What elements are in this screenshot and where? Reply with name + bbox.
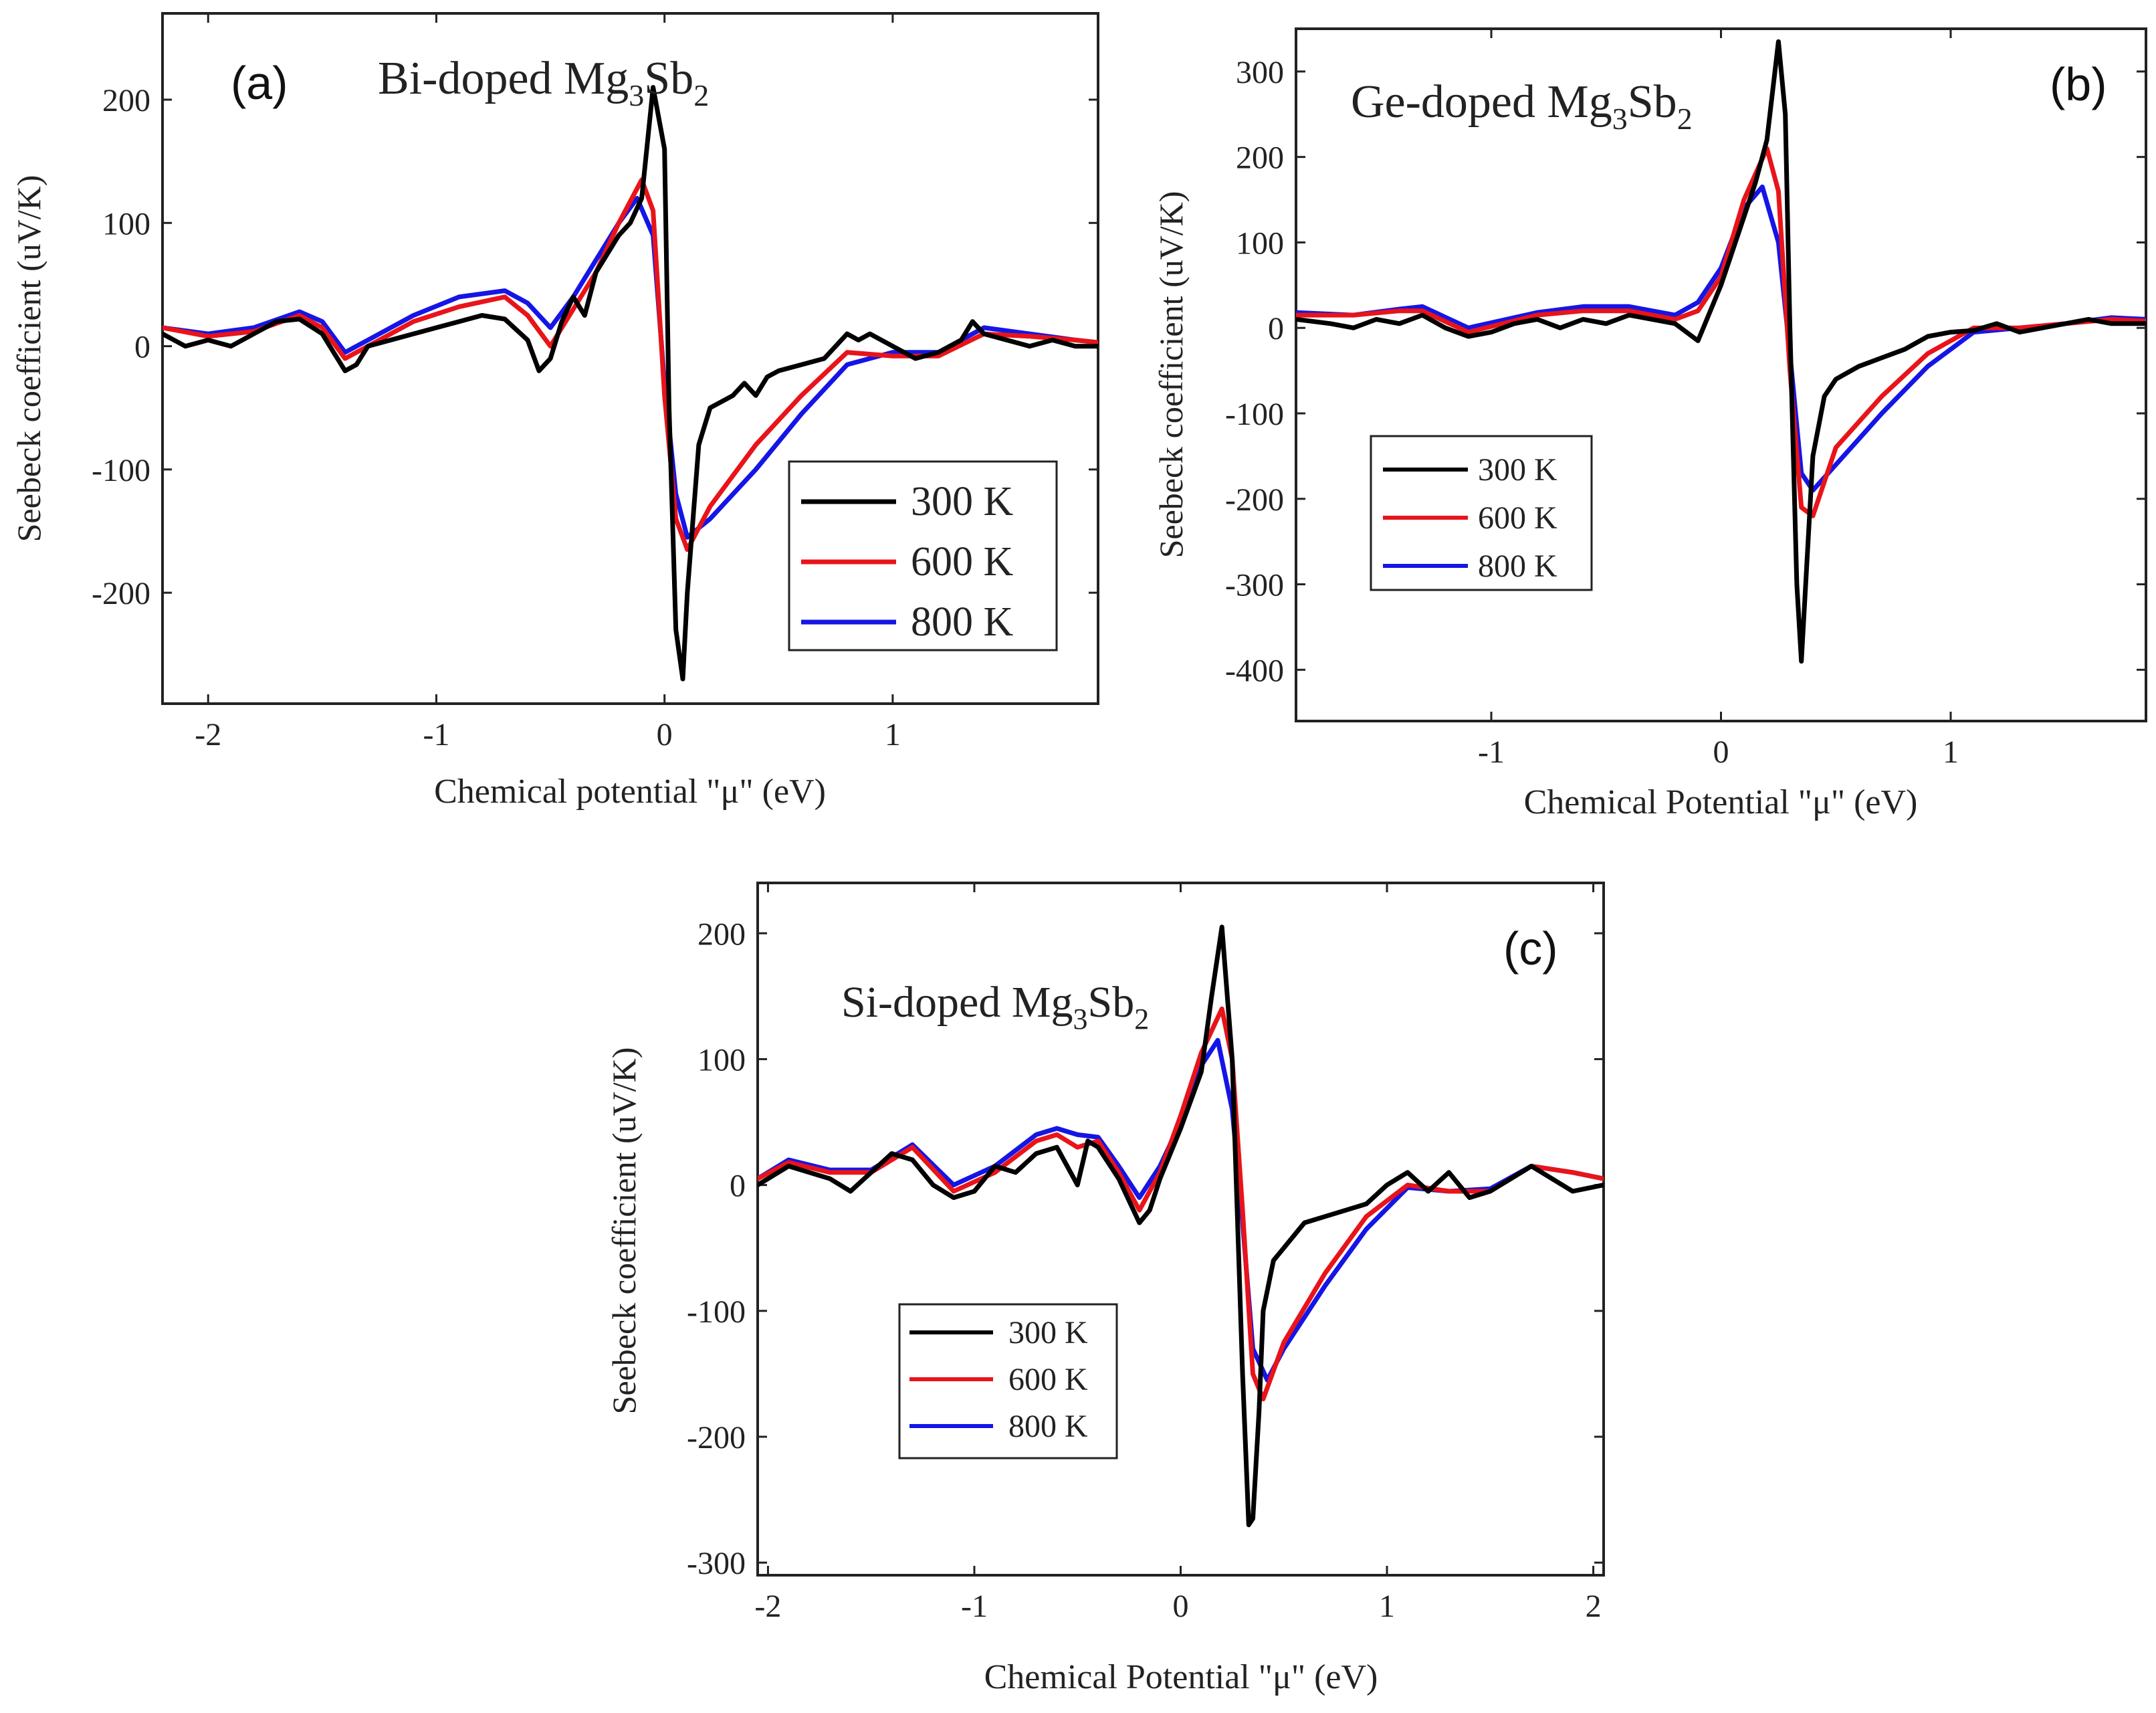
panel-b-title-prefix: Ge-doped Mg — [1351, 76, 1612, 128]
panel-c-x-tick-label: 1 — [1379, 1589, 1395, 1624]
panel-b-y-ticks: -400 -300 -200 -100 0 100 200 300 — [1225, 55, 2146, 688]
panel-c-title-prefix: Si-doped Mg — [841, 978, 1073, 1027]
panel-a-title-mid: Sb — [644, 53, 693, 104]
panel-c-y-tick-label: 0 — [730, 1169, 746, 1204]
panel-c-title-sub1: 3 — [1073, 1003, 1088, 1035]
panel-a-title: Bi-doped Mg3Sb2 — [378, 53, 709, 112]
panel-c-y-ticks: -300 -200 -100 0 100 200 — [687, 916, 1604, 1581]
panel-c-series-800k — [758, 1037, 1604, 1383]
panel-c-legend-label-800: 800 K — [1008, 1409, 1088, 1444]
panel-c-y-tick-label: -100 — [687, 1294, 746, 1330]
panel-b-x-tick-label: 0 — [1713, 734, 1729, 770]
panel-a-y-tick-label: -200 — [92, 576, 150, 611]
panel-c-label: (c) — [1503, 922, 1558, 975]
panel-b-y-tick-label: 200 — [1236, 140, 1284, 176]
panel-b-title: Ge-doped Mg3Sb2 — [1351, 76, 1693, 136]
panel-b-legend-label-600: 600 K — [1478, 500, 1557, 536]
panel-b-y-tick-label: 300 — [1236, 55, 1284, 90]
panel-b-legend-label-300: 300 K — [1478, 452, 1557, 488]
panel-a-legend: 300 K 600 K 800 K — [788, 460, 1058, 651]
panel-a-chart: -200 -100 0 100 200 -2 -1 0 1 Chemical potentia… — [10, 12, 1099, 811]
panel-a-legend-label-300: 300 K — [911, 479, 1014, 524]
panel-b-y-tick-label: -100 — [1225, 397, 1284, 432]
panel-a-legend-box — [788, 460, 1058, 651]
panel-c-legend-label-600: 600 K — [1008, 1362, 1088, 1397]
panel-c-legend-label-300: 300 K — [1008, 1315, 1088, 1350]
panel-b-x-axis-label: Chemical Potential "μ" (eV) — [1524, 783, 1918, 821]
panel-c-x-tick-label: 0 — [1173, 1589, 1189, 1624]
panel-c-legend: 300 K 600 K 800 K — [898, 1303, 1118, 1459]
panel-b-y-tick-label: 100 — [1236, 225, 1284, 261]
panel-b-y-tick-label: -200 — [1225, 482, 1284, 518]
panel-c-x-tick-label: -2 — [754, 1589, 781, 1624]
panel-c-series-300k — [758, 924, 1604, 1528]
panel-a-y-tick-label: 0 — [134, 330, 150, 365]
panel-c-title-mid: Sb — [1088, 978, 1135, 1027]
panel-b-x-tick-label: 1 — [1943, 734, 1959, 770]
panel-b-x-tick-label: -1 — [1478, 734, 1505, 770]
panel-a-x-tick-label: 0 — [657, 717, 673, 752]
panel-a-frame — [161, 12, 1099, 705]
panel-b-legend: 300 K 600 K 800 K — [1370, 435, 1593, 591]
panel-c-series — [758, 924, 1604, 1528]
panel-a-series — [163, 85, 1098, 682]
panel-c-x-axis-label: Chemical Potential "μ" (eV) — [984, 1658, 1378, 1696]
panel-a-y-tick-label: -100 — [92, 453, 150, 488]
panel-c-x-tick-label: 2 — [1586, 1589, 1602, 1624]
panel-b-legend-label-800: 800 K — [1478, 548, 1557, 584]
panel-c-y-tick-label: -200 — [687, 1420, 746, 1455]
panel-b-label: (b) — [2050, 58, 2107, 110]
panel-b-y-tick-label: 0 — [1268, 311, 1284, 346]
panel-c-y-axis-label: Seebeck coefficient (uV/K) — [605, 1047, 643, 1415]
panel-b-y-axis-label: Seebeck coefficient (uV/K) — [1152, 191, 1190, 559]
panel-c-x-ticks: -2 -1 0 1 2 — [754, 883, 1602, 1624]
panel-b-chart: -400 -300 -200 -100 0 100 200 300 -1 0 1 Chemical… — [1152, 27, 2147, 821]
panel-b-title-sub2: 2 — [1677, 102, 1693, 136]
panel-c-chart: -300 -200 -100 0 100 200 -2 -1 0 1 2 Chemical Pot… — [605, 882, 1605, 1696]
panel-a-y-tick-label: 200 — [102, 83, 150, 118]
panel-c-y-tick-label: 100 — [697, 1042, 746, 1078]
panel-a-y-axis-label: Seebeck coefficient (uV/K) — [10, 175, 47, 542]
panel-a-title-prefix: Bi-doped Mg — [378, 53, 629, 104]
panel-a-x-tick-label: -1 — [423, 717, 449, 752]
panel-a-legend-label-800: 800 K — [911, 599, 1014, 645]
panel-a-x-ticks: -2 -1 0 1 — [195, 13, 901, 752]
panel-a-title-sub2: 2 — [693, 78, 709, 112]
panel-a-label: (a) — [231, 57, 288, 109]
panel-b-title-sub1: 3 — [1612, 102, 1628, 136]
panel-a-legend-label-600: 600 K — [911, 539, 1014, 585]
panel-a-x-axis-label: Chemical potential "μ" (eV) — [434, 773, 826, 811]
panel-c-x-tick-label: -1 — [961, 1589, 988, 1624]
panel-c-title-sub2: 2 — [1134, 1003, 1149, 1035]
panel-a-title-sub1: 3 — [629, 78, 644, 112]
panel-b-series-300k — [1296, 39, 2146, 664]
panel-b-series — [1296, 39, 2146, 664]
panel-c-title: Si-doped Mg3Sb2 — [841, 978, 1149, 1035]
panel-a-y-tick-label: 100 — [102, 206, 150, 241]
panel-c-series-600k — [758, 1006, 1604, 1401]
panel-b-title-mid: Sb — [1628, 76, 1677, 128]
panel-b-x-ticks: -1 0 1 — [1478, 29, 1959, 770]
panel-b-y-tick-label: -300 — [1225, 568, 1284, 603]
panel-a-y-ticks: -200 -100 0 100 200 — [92, 83, 1098, 611]
panel-c-y-tick-label: -300 — [687, 1546, 746, 1581]
panel-a-series-600k — [163, 177, 1098, 552]
panel-b-frame — [1295, 27, 2147, 722]
panel-a-x-tick-label: -2 — [195, 717, 221, 752]
panel-a-series-300k — [163, 85, 1098, 682]
panel-a-x-tick-label: 1 — [885, 717, 901, 752]
panel-b-y-tick-label: -400 — [1225, 653, 1284, 688]
panel-c-y-tick-label: 200 — [697, 916, 746, 952]
